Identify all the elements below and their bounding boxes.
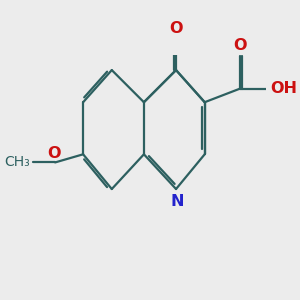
Text: OH: OH	[271, 81, 298, 96]
Text: O: O	[233, 38, 247, 53]
Text: CH₃: CH₃	[4, 155, 30, 170]
Text: O: O	[169, 21, 183, 36]
Text: N: N	[170, 194, 184, 208]
Text: O: O	[47, 146, 61, 160]
